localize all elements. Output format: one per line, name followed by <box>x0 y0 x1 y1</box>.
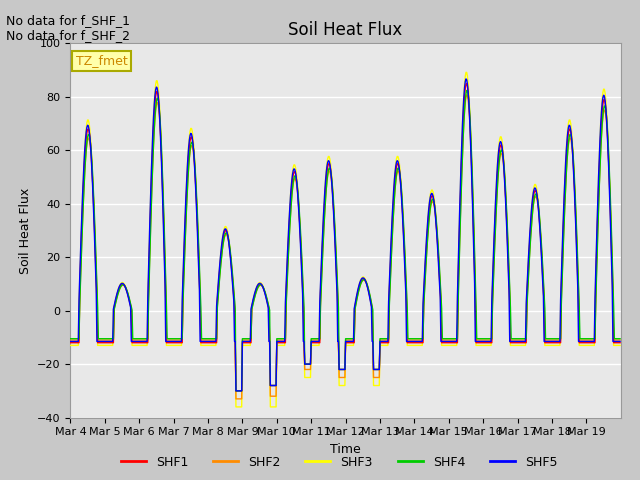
Line: SHF5: SHF5 <box>70 79 620 391</box>
SHF3 <box>260 286 268 292</box>
SHF3 <box>131 343 139 348</box>
SHF1 <box>260 287 268 292</box>
SHF1 <box>403 300 410 306</box>
SHF4 <box>281 336 289 342</box>
SHF2 <box>433 235 441 240</box>
SHF2 <box>131 337 139 343</box>
SHF3 <box>462 70 470 75</box>
SHF4 <box>616 336 624 342</box>
SHF2 <box>232 396 240 402</box>
SHF4 <box>433 231 441 237</box>
SHF3 <box>403 304 410 310</box>
Line: SHF4: SHF4 <box>70 90 620 391</box>
Text: TZ_fmet: TZ_fmet <box>76 54 127 67</box>
X-axis label: Time: Time <box>330 443 361 456</box>
SHF5 <box>403 338 410 344</box>
Text: No data for f_SHF_1
No data for f_SHF_2: No data for f_SHF_1 No data for f_SHF_2 <box>6 14 131 42</box>
SHF5 <box>232 388 240 394</box>
Line: SHF3: SHF3 <box>70 72 620 407</box>
SHF4 <box>233 388 241 394</box>
SHF3 <box>233 404 241 410</box>
SHF3 <box>433 235 441 241</box>
SHF4 <box>260 286 268 291</box>
SHF3 <box>616 343 624 348</box>
SHF5 <box>67 338 74 344</box>
SHF1 <box>281 340 289 346</box>
Line: SHF1: SHF1 <box>70 84 620 391</box>
SHF3 <box>232 404 240 410</box>
SHF5 <box>260 287 268 293</box>
SHF2 <box>260 287 268 292</box>
Title: Soil Heat Flux: Soil Heat Flux <box>289 21 403 39</box>
SHF1 <box>616 340 624 346</box>
SHF1 <box>233 388 241 394</box>
SHF2 <box>233 396 241 402</box>
SHF2 <box>67 337 74 343</box>
SHF3 <box>281 343 289 348</box>
SHF1 <box>433 236 441 242</box>
SHF2 <box>463 92 470 97</box>
SHF5 <box>131 338 139 344</box>
SHF1 <box>67 340 74 346</box>
SHF4 <box>463 87 470 93</box>
SHF2 <box>281 337 289 343</box>
Line: SHF2: SHF2 <box>70 95 620 399</box>
SHF3 <box>67 343 74 348</box>
SHF5 <box>233 388 241 394</box>
SHF2 <box>403 292 410 298</box>
SHF5 <box>616 338 624 344</box>
SHF5 <box>281 338 289 344</box>
SHF1 <box>131 340 139 346</box>
Y-axis label: Soil Heat Flux: Soil Heat Flux <box>19 187 31 274</box>
SHF2 <box>616 337 624 343</box>
SHF4 <box>131 336 139 342</box>
Legend: SHF1, SHF2, SHF3, SHF4, SHF5: SHF1, SHF2, SHF3, SHF4, SHF5 <box>116 451 563 474</box>
SHF4 <box>232 388 240 394</box>
SHF4 <box>67 336 74 342</box>
SHF1 <box>463 81 470 86</box>
SHF5 <box>462 76 470 82</box>
SHF5 <box>433 240 441 246</box>
SHF4 <box>403 288 410 293</box>
SHF1 <box>232 388 240 394</box>
